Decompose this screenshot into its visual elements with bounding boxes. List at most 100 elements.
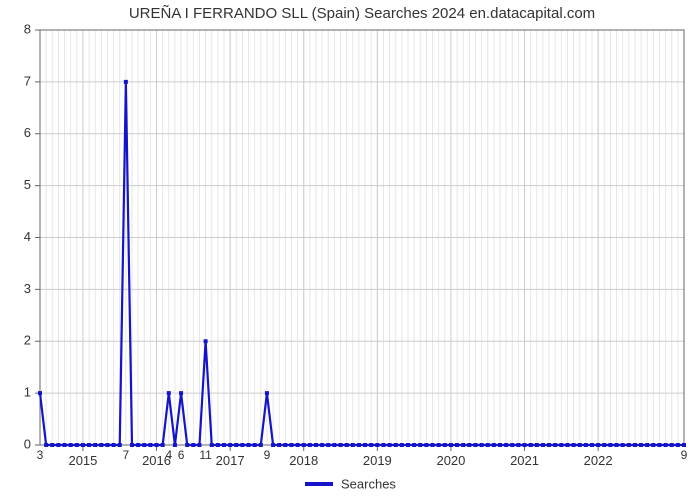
data-marker (167, 391, 171, 395)
data-marker (75, 443, 79, 447)
data-marker (412, 443, 416, 447)
data-marker (240, 443, 244, 447)
data-marker (351, 443, 355, 447)
data-marker (615, 443, 619, 447)
data-marker (118, 443, 122, 447)
data-marker (627, 443, 631, 447)
data-point-label: 7 (123, 448, 130, 462)
x-year-label: 2017 (216, 453, 245, 468)
data-marker (437, 443, 441, 447)
data-marker (651, 443, 655, 447)
data-marker (69, 443, 73, 447)
x-year-label: 2015 (68, 453, 97, 468)
x-year-label: 2019 (363, 453, 392, 468)
data-marker (185, 443, 189, 447)
data-marker (38, 391, 42, 395)
data-point-label: 9 (681, 448, 688, 462)
data-marker (326, 443, 330, 447)
data-marker (142, 443, 146, 447)
data-marker (455, 443, 459, 447)
chart-svg: 2015201620172018201920202021202201234567… (0, 0, 700, 500)
data-marker (148, 443, 152, 447)
y-tick-label: 7 (24, 73, 31, 88)
data-marker (657, 443, 661, 447)
data-marker (222, 443, 226, 447)
y-tick-label: 4 (24, 229, 31, 244)
data-marker (161, 443, 165, 447)
data-marker (357, 443, 361, 447)
data-marker (228, 443, 232, 447)
data-marker (93, 443, 97, 447)
data-marker (210, 443, 214, 447)
data-marker (621, 443, 625, 447)
data-marker (602, 443, 606, 447)
data-marker (498, 443, 502, 447)
legend-swatch (305, 482, 333, 486)
legend-label: Searches (341, 476, 396, 491)
data-marker (99, 443, 103, 447)
data-marker (56, 443, 60, 447)
y-tick-label: 8 (24, 21, 31, 36)
data-marker (369, 443, 373, 447)
data-marker (204, 339, 208, 343)
data-marker (87, 443, 91, 447)
chart-title: UREÑA I FERRANDO SLL (Spain) Searches 20… (129, 5, 595, 22)
data-marker (639, 443, 643, 447)
data-marker (50, 443, 54, 447)
data-marker (394, 443, 398, 447)
data-marker (345, 443, 349, 447)
data-marker (63, 443, 67, 447)
data-marker (406, 443, 410, 447)
y-tick-label: 2 (24, 333, 31, 348)
x-year-label: 2018 (289, 453, 318, 468)
y-tick-label: 5 (24, 177, 31, 192)
data-marker (155, 443, 159, 447)
data-marker (277, 443, 281, 447)
data-marker (529, 443, 533, 447)
data-marker (553, 443, 557, 447)
data-marker (664, 443, 668, 447)
y-tick-label: 1 (24, 385, 31, 400)
data-marker (578, 443, 582, 447)
data-marker (253, 443, 257, 447)
data-marker (179, 391, 183, 395)
data-marker (461, 443, 465, 447)
data-marker (363, 443, 367, 447)
data-marker (480, 443, 484, 447)
data-marker (81, 443, 85, 447)
line-chart: 2015201620172018201920202021202201234567… (0, 0, 700, 500)
data-marker (449, 443, 453, 447)
data-marker (173, 443, 177, 447)
data-marker (388, 443, 392, 447)
x-year-label: 2021 (510, 453, 539, 468)
data-marker (676, 443, 680, 447)
data-point-label: 6 (178, 448, 185, 462)
data-marker (633, 443, 637, 447)
data-marker (296, 443, 300, 447)
data-marker (314, 443, 318, 447)
data-marker (112, 443, 116, 447)
data-marker (283, 443, 287, 447)
data-marker (259, 443, 263, 447)
data-marker (541, 443, 545, 447)
data-marker (590, 443, 594, 447)
data-marker (381, 443, 385, 447)
data-marker (44, 443, 48, 447)
data-marker (289, 443, 293, 447)
data-marker (265, 391, 269, 395)
data-marker (124, 80, 128, 84)
data-marker (535, 443, 539, 447)
data-marker (197, 443, 201, 447)
data-marker (418, 443, 422, 447)
data-marker (559, 443, 563, 447)
data-marker (645, 443, 649, 447)
data-marker (375, 443, 379, 447)
data-marker (547, 443, 551, 447)
data-marker (400, 443, 404, 447)
data-marker (565, 443, 569, 447)
data-marker (308, 443, 312, 447)
data-marker (486, 443, 490, 447)
data-marker (584, 443, 588, 447)
data-marker (234, 443, 238, 447)
data-marker (136, 443, 140, 447)
